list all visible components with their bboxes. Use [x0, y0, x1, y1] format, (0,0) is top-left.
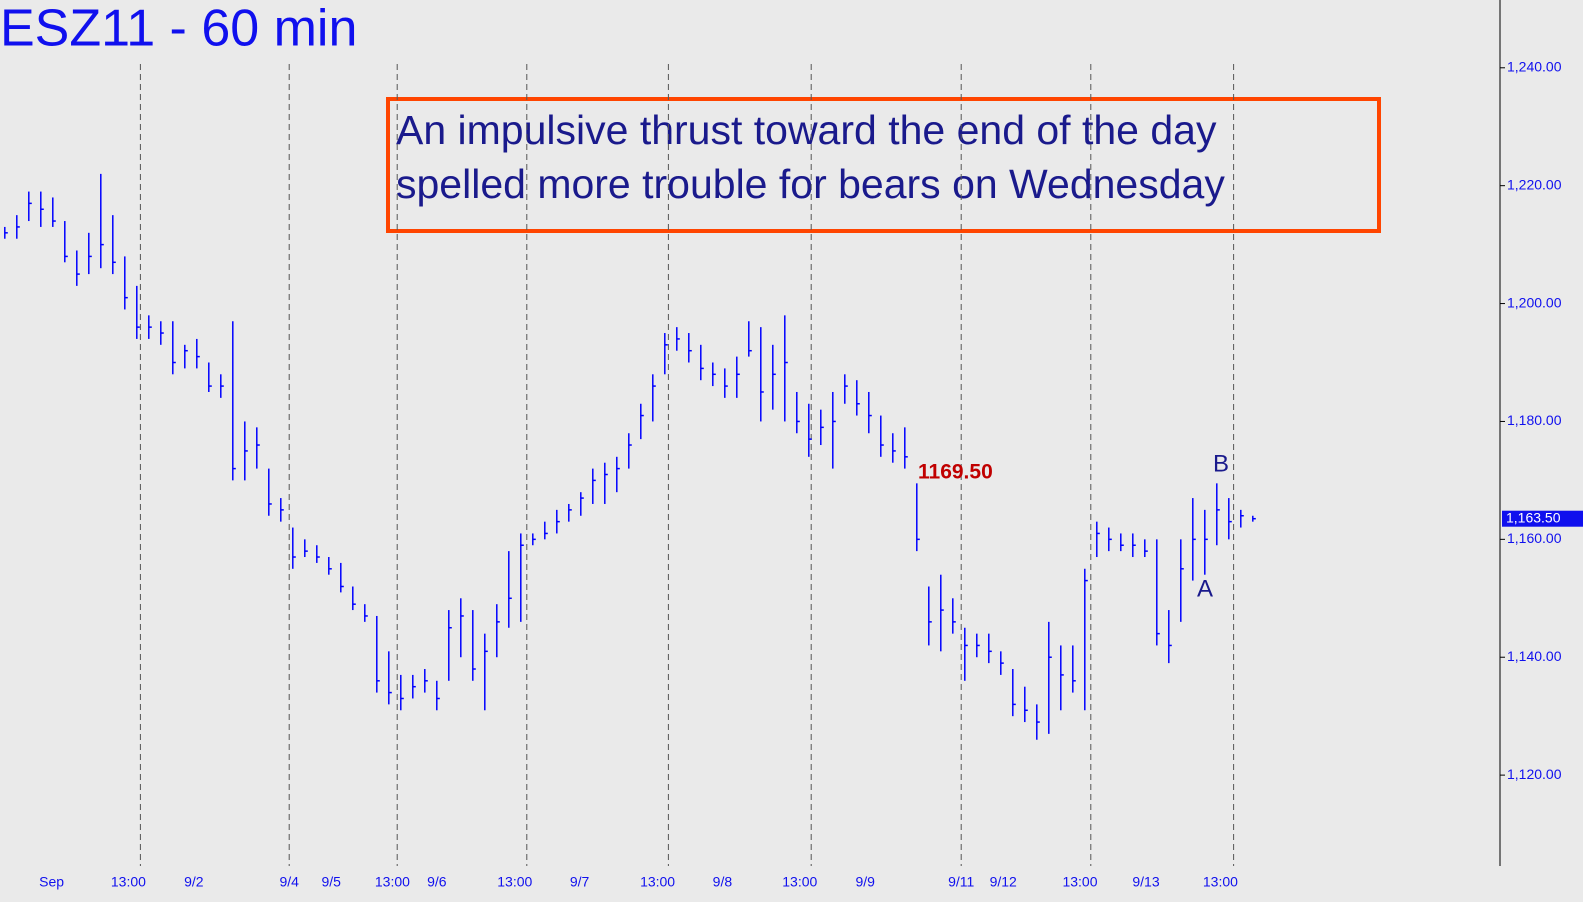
x-tick-label: 9/8 — [713, 874, 733, 890]
x-tick-label: 9/5 — [321, 874, 341, 890]
x-tick-label: 9/4 — [279, 874, 299, 890]
x-tick-label: 9/6 — [427, 874, 447, 890]
y-tick-label: 1,160.00 — [1507, 530, 1562, 546]
x-tick-label: 9/7 — [570, 874, 590, 890]
y-tick-label: 1,200.00 — [1507, 294, 1562, 310]
x-tick-label: 13:00 — [375, 874, 410, 890]
last-price-tag — [1502, 510, 1583, 527]
annotation: A — [1197, 575, 1213, 602]
x-tick-label: 13:00 — [1062, 874, 1097, 890]
x-tick-label: 9/9 — [855, 874, 875, 890]
annotation-text: spelled more trouble for bears on Wednes… — [396, 161, 1225, 207]
x-tick-label: 9/12 — [990, 874, 1017, 890]
chart-title: ESZ11 - 60 min — [0, 0, 357, 58]
x-tick-label: Sep — [39, 874, 64, 890]
x-tick-label: 9/11 — [948, 874, 974, 890]
y-tick-label: 1,120.00 — [1507, 766, 1562, 782]
annotation-text: An impulsive thrust toward the end of th… — [396, 107, 1217, 153]
y-tick-label: 1,140.00 — [1507, 648, 1562, 664]
annotation-box — [386, 97, 1381, 233]
x-tick-label: 13:00 — [111, 874, 146, 890]
x-tick-label: 13:00 — [782, 874, 817, 890]
annotation: B — [1213, 450, 1229, 477]
x-tick-label: 13:00 — [497, 874, 532, 890]
y-tick-label: 1,220.00 — [1507, 176, 1562, 192]
x-tick-label: 9/13 — [1132, 874, 1159, 890]
x-tick-label: 13:00 — [1203, 874, 1238, 890]
annotation: 1169.50 — [918, 461, 993, 484]
y-tick-label: 1,180.00 — [1507, 412, 1562, 428]
x-tick-label: 13:00 — [640, 874, 675, 890]
y-tick-label: 1,240.00 — [1507, 58, 1562, 74]
x-tick-label: 9/2 — [184, 874, 204, 890]
last-price-label: 1,163.50 — [1506, 509, 1561, 525]
